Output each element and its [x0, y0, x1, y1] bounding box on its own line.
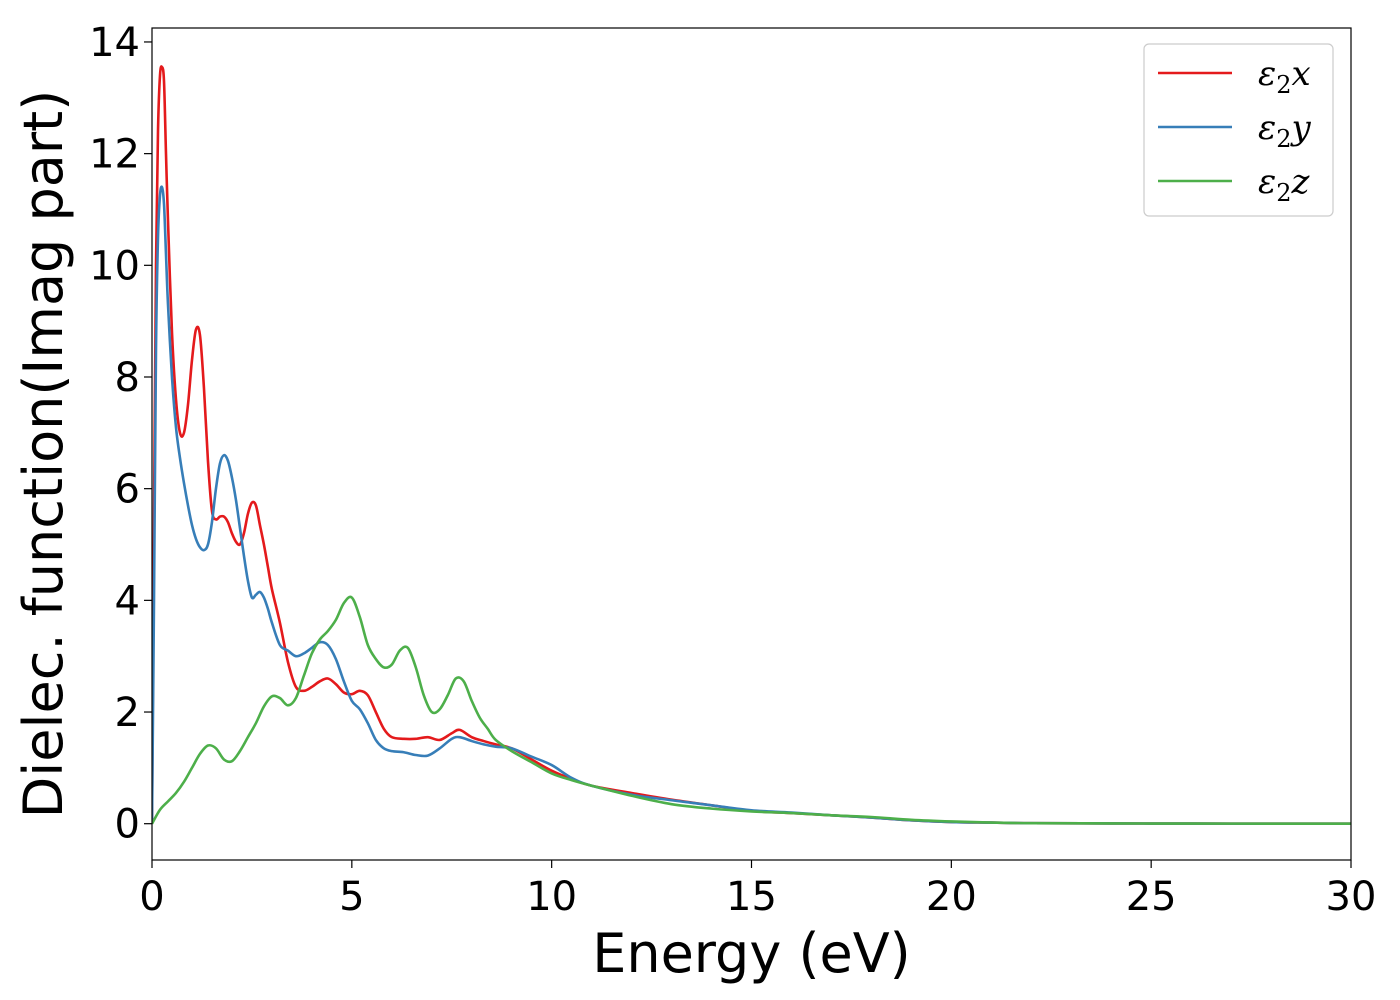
x-tick-label: 15	[726, 874, 777, 920]
x-axis-ticks: 0 5 10 15 20 25 30	[139, 860, 1376, 920]
y-tick-label: 4	[115, 578, 140, 624]
series-line-y	[152, 185, 1351, 825]
x-axis-label: Energy (eV)	[592, 922, 911, 985]
y-tick-label: 2	[115, 690, 140, 736]
y-axis-label: Dielec. function(Imag part)	[12, 90, 75, 819]
legend-label-x: ε2x	[1258, 54, 1311, 99]
x-tick-label: 10	[526, 874, 577, 920]
y-tick-label: 10	[89, 243, 140, 289]
y-tick-label: 8	[115, 355, 140, 401]
y-tick-label: 6	[115, 467, 140, 513]
legend-label-z: ε2z	[1258, 162, 1311, 207]
y-tick-label: 12	[89, 132, 140, 178]
legend-label-y: ε2y	[1258, 108, 1312, 153]
legend-box	[1143, 43, 1334, 217]
x-tick-label: 0	[139, 874, 164, 920]
y-tick-label: 0	[115, 802, 140, 848]
x-tick-label: 5	[339, 874, 364, 920]
series-layer	[152, 65, 1351, 825]
legend: ε2x ε2y ε2z	[1143, 43, 1334, 217]
y-tick-label: 14	[89, 20, 140, 66]
series-line-z	[152, 595, 1351, 825]
y-axis-ticks: 0 2 4 6 8 10 12 14	[89, 20, 152, 848]
x-tick-label: 25	[1126, 874, 1177, 920]
x-tick-label: 30	[1326, 874, 1377, 920]
x-tick-label: 20	[926, 874, 977, 920]
